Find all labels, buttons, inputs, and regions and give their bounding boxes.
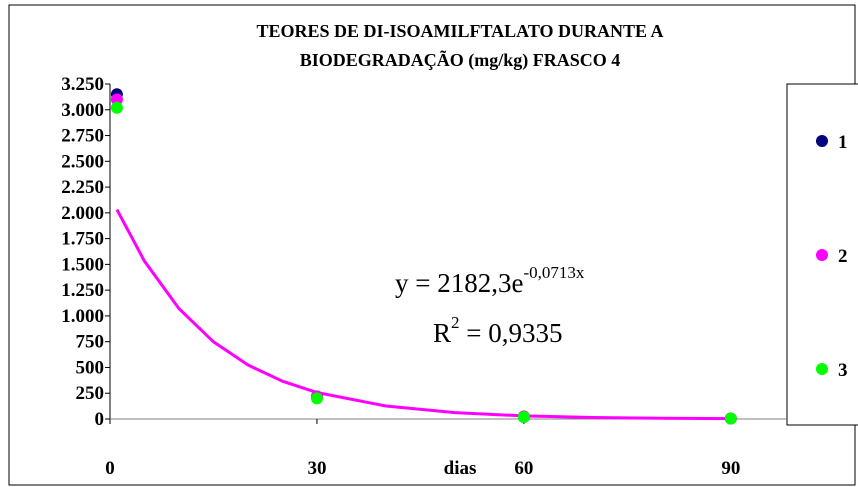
y-tick-label: 3.000 bbox=[61, 100, 104, 121]
legend-marker bbox=[816, 135, 828, 147]
y-tick-label: 3.250 bbox=[61, 74, 104, 95]
legend-label: 3 bbox=[838, 360, 848, 381]
r-text: R bbox=[433, 318, 451, 348]
equation-exponent: -0,0713x bbox=[523, 263, 584, 282]
y-tick-label: 500 bbox=[76, 357, 105, 378]
legend-marker bbox=[816, 249, 828, 261]
point bbox=[517, 410, 530, 423]
y-tick-label: 0 bbox=[95, 409, 105, 430]
y-tick-label: 1.000 bbox=[61, 306, 104, 327]
equation-text: y = 2182,3e bbox=[395, 268, 523, 298]
r-rest: = 0,9335 bbox=[460, 318, 563, 348]
chart-title: TEORES DE DI-ISOAMILFTALATO DURANTE A bbox=[256, 21, 663, 41]
point bbox=[310, 392, 323, 405]
x-tick-label: 60 bbox=[514, 458, 533, 479]
y-tick-label: 2.500 bbox=[61, 151, 104, 172]
y-tick-label: 1.750 bbox=[61, 229, 104, 250]
point bbox=[724, 412, 737, 425]
r-squared: R2 = 0,9335 bbox=[433, 313, 563, 348]
point bbox=[110, 101, 123, 114]
x-tick-label: 0 bbox=[105, 458, 115, 479]
y-tick-label: 1.250 bbox=[61, 280, 104, 301]
x-axis-label: dias bbox=[444, 458, 477, 479]
y-tick-label: 2.750 bbox=[61, 126, 104, 147]
y-tick-label: 1.500 bbox=[61, 254, 104, 275]
y-tick-label: 2.000 bbox=[61, 203, 104, 224]
legend-label: 2 bbox=[838, 246, 848, 267]
chart-border bbox=[8, 4, 856, 486]
equation: y = 2182,3e-0,0713x bbox=[395, 263, 585, 298]
chart-title: BIODEGRADAÇÃO (mg/kg) FRASCO 4 bbox=[300, 49, 621, 71]
x-tick-label: 30 bbox=[307, 458, 326, 479]
x-tick-label: 90 bbox=[721, 458, 740, 479]
legend-marker bbox=[816, 363, 828, 375]
y-tick-label: 750 bbox=[76, 332, 105, 353]
y-tick-label: 250 bbox=[76, 383, 105, 404]
legend-label: 1 bbox=[838, 132, 848, 153]
point bbox=[110, 93, 123, 106]
r-sup: 2 bbox=[451, 313, 460, 332]
y-tick-label: 2.250 bbox=[61, 177, 104, 198]
